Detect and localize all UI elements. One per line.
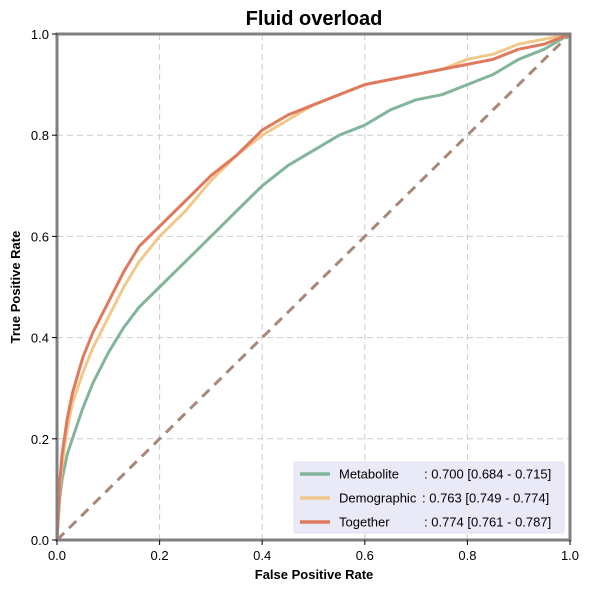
roc-curve-metabolite <box>55 32 571 541</box>
x-tick-label: 0.8 <box>458 548 476 563</box>
legend-label-together: Together: 0.774 [0.761 - 0.787] <box>339 515 551 530</box>
y-tick-label: 0.8 <box>31 128 49 143</box>
legend-box <box>293 461 565 534</box>
y-tick-label: 0.2 <box>31 432 49 447</box>
x-tick-label: 0.6 <box>356 548 374 563</box>
x-axis-label: False Positive Rate <box>255 567 374 582</box>
x-tick-labels: 0.0 0.2 0.4 0.6 0.8 1.0 <box>48 540 579 563</box>
chance-diagonal-layer <box>55 32 572 542</box>
legend-label-demographic: Demographic: 0.763 [0.749 - 0.774] <box>339 491 549 506</box>
chance-diagonal-line <box>55 32 572 542</box>
y-tick-label: 0.6 <box>31 229 49 244</box>
plot-frame <box>55 32 572 542</box>
y-tick-label: 0.0 <box>31 533 49 548</box>
x-tick-label: 0.4 <box>253 548 271 563</box>
legend-label-metabolite: Metabolite: 0.700 [0.684 - 0.715] <box>339 467 551 482</box>
x-tick-label: 0.0 <box>48 548 66 563</box>
roc-curve-together <box>55 32 571 541</box>
chart-title: Fluid overload <box>246 8 383 30</box>
y-tick-labels: 0.0 0.2 0.4 0.6 0.8 1.0 <box>31 27 57 548</box>
y-tick-label: 0.4 <box>31 331 49 346</box>
series-layer <box>55 32 571 541</box>
grid <box>57 34 570 540</box>
y-tick-label: 1.0 <box>31 27 49 42</box>
x-tick-label: 0.2 <box>151 548 169 563</box>
y-axis-label: True Positive Rate <box>8 231 23 344</box>
legend: Metabolite: 0.700 [0.684 - 0.715] Demogra… <box>293 461 565 534</box>
x-tick-label: 1.0 <box>561 548 579 563</box>
